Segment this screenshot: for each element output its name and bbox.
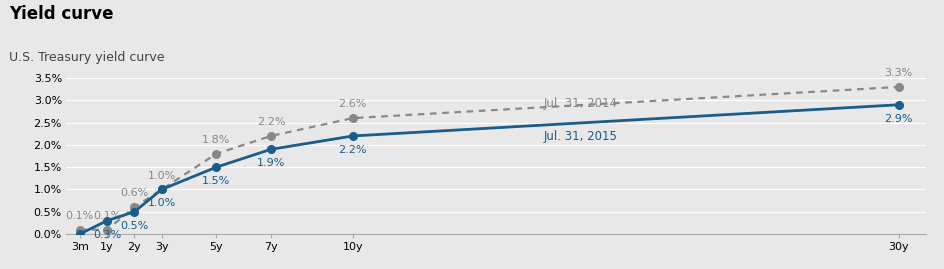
- Text: 0.6%: 0.6%: [120, 188, 148, 198]
- Text: 2.2%: 2.2%: [257, 117, 285, 127]
- Text: 1.0%: 1.0%: [147, 198, 176, 208]
- Text: Jul. 31, 2015: Jul. 31, 2015: [544, 130, 617, 143]
- Text: 0.3%: 0.3%: [93, 229, 121, 240]
- Text: 2.2%: 2.2%: [338, 145, 366, 155]
- Text: 2.9%: 2.9%: [884, 114, 912, 124]
- Text: 3.3%: 3.3%: [884, 68, 912, 78]
- Text: 1.9%: 1.9%: [257, 158, 285, 168]
- Text: 2.6%: 2.6%: [338, 99, 366, 109]
- Text: 0.1%: 0.1%: [93, 211, 121, 221]
- Text: 1.8%: 1.8%: [202, 135, 230, 145]
- Text: Yield curve: Yield curve: [9, 5, 114, 23]
- Text: 0.1%: 0.1%: [65, 211, 93, 221]
- Text: 1.5%: 1.5%: [202, 176, 230, 186]
- Text: 0.5%: 0.5%: [120, 221, 148, 231]
- Text: U.S. Treasury yield curve: U.S. Treasury yield curve: [9, 51, 165, 64]
- Text: Jul. 31, 2014: Jul. 31, 2014: [544, 97, 617, 110]
- Text: 1.0%: 1.0%: [147, 171, 176, 180]
